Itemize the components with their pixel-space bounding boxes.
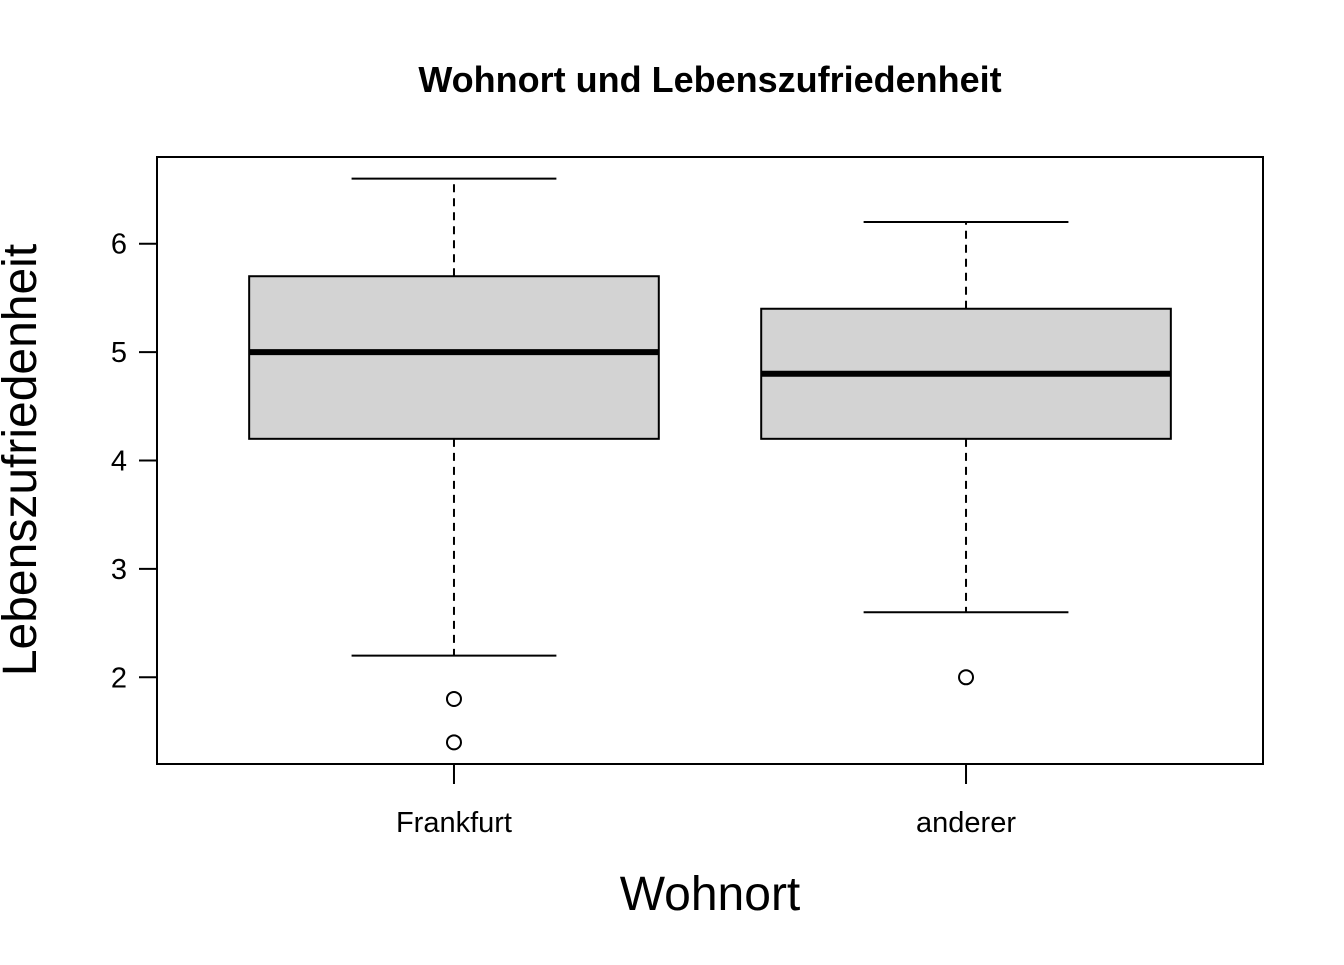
- box-group: [248, 177, 660, 751]
- x-axis-title: Wohnort: [620, 868, 801, 921]
- y-axis-title: Lebenszufriedenheit: [0, 244, 47, 676]
- x-tick-label: anderer: [916, 807, 1016, 839]
- plot-frame: [156, 156, 1264, 765]
- y-tick-label: 4: [111, 446, 127, 478]
- y-tick-label: 2: [111, 662, 127, 694]
- x-tick-label: Frankfurt: [396, 807, 512, 839]
- y-tick-label: 3: [111, 554, 127, 586]
- boxes-layer: [248, 177, 1172, 751]
- y-tick-label: 6: [111, 229, 127, 261]
- outlier-point: [445, 690, 462, 707]
- x-axis: Frankfurt anderer: [396, 764, 1016, 839]
- chart-title: Wohnort und Lebenszufriedenheit: [418, 59, 1001, 100]
- y-tick-label: 5: [111, 337, 127, 369]
- outlier-point: [958, 669, 975, 686]
- iqr-box: [248, 275, 660, 440]
- box-group: [760, 221, 1172, 686]
- outlier-point: [445, 734, 462, 751]
- y-axis: 2 3 4 5 6: [111, 229, 158, 694]
